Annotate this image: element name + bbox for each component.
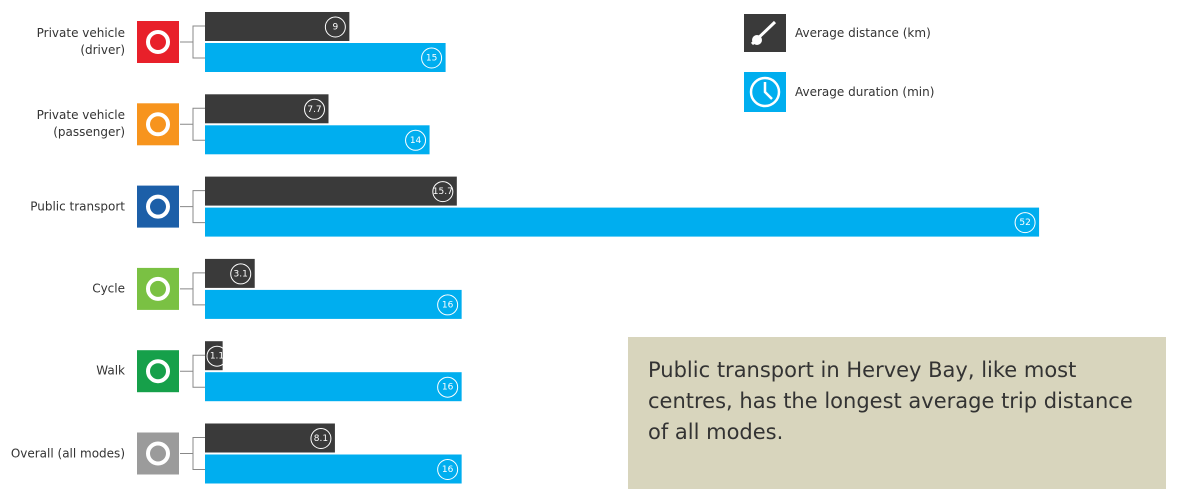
category-icon-glyph: [146, 359, 170, 384]
bar: [205, 94, 329, 124]
value-label: 1.1: [210, 352, 224, 362]
category-label: Overall (all modes): [10, 446, 125, 460]
category-icon-glyph: [146, 441, 170, 466]
category-icon-glyph: [146, 30, 170, 54]
category-icon: [137, 103, 179, 146]
category-label: Cycle: [92, 281, 125, 296]
value-badge: [324, 16, 346, 38]
bracket: [180, 354, 205, 388]
bar: [205, 454, 462, 484]
bracket: [180, 190, 205, 224]
bracket: [180, 437, 205, 470]
bracket: [180, 107, 205, 141]
category-label: Public transport: [30, 199, 125, 214]
value-badge: [437, 459, 459, 480]
value-label: 7.7: [307, 105, 321, 115]
value-badge: [432, 181, 454, 203]
legend-icon-dot: [752, 35, 762, 45]
category-icon: [137, 267, 179, 310]
value-badge: [405, 129, 427, 151]
bracket: [180, 272, 205, 306]
category-icon: [137, 432, 179, 475]
value-label: 15.7: [433, 187, 453, 197]
value-badge: [437, 376, 459, 398]
legend-label: Average distance (km): [795, 26, 931, 40]
value-badge: [206, 345, 228, 367]
bar: [205, 43, 446, 72]
bar: [205, 289, 462, 319]
category-label: Private vehicle (passenger): [36, 108, 125, 140]
category-label: Private vehicle (driver): [36, 26, 125, 57]
value-label: 52: [1019, 218, 1030, 228]
category-icon-glyph: [146, 276, 170, 301]
value-badge: [230, 263, 252, 285]
annotation: Public transport in Hervey Bay, like mos…: [628, 337, 1166, 489]
bar: [205, 12, 350, 41]
value-label: 16: [442, 383, 454, 393]
legend-label: Average duration (min): [795, 85, 935, 99]
bar: [205, 125, 430, 155]
value-badge: [310, 428, 332, 449]
value-label: 14: [410, 136, 422, 146]
category-icon: [137, 185, 179, 228]
legend-icon-clock: [749, 76, 781, 108]
value-badge: [304, 98, 326, 120]
value-badge: [1014, 212, 1036, 234]
value-label: 8.1: [314, 434, 328, 444]
value-label: 16: [442, 300, 454, 310]
legend-icon-hands: [763, 82, 773, 100]
category-icon: [137, 21, 179, 63]
bar: [205, 423, 335, 453]
value-label: 16: [442, 465, 454, 475]
value-label: 3.1: [234, 269, 248, 279]
category-icon-glyph: [146, 194, 170, 219]
value-badge: [421, 47, 443, 69]
value-label: 9: [332, 23, 338, 33]
bar: [205, 207, 1040, 237]
bar: [205, 372, 462, 402]
category-icon-glyph: [146, 112, 170, 137]
value-label: 15: [426, 54, 437, 64]
bracket: [180, 25, 205, 59]
category-label: Walk: [96, 363, 125, 378]
bar: [205, 258, 255, 288]
value-badge: [437, 294, 459, 316]
category-icon: [137, 350, 179, 393]
bar: [205, 176, 457, 206]
